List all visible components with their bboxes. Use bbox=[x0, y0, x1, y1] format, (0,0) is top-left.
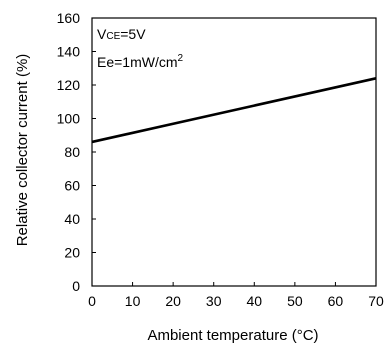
vce-value: =5V bbox=[120, 26, 146, 42]
y-axis-ticks: 0 20 40 60 80 100 120 140 160 bbox=[57, 10, 96, 294]
ee-text: Ee=1mW/cm bbox=[97, 54, 178, 70]
vce-annotation: VCE=5V bbox=[97, 26, 146, 42]
x-tick-label: 60 bbox=[328, 293, 344, 309]
x-axis-label: Ambient temperature (°C) bbox=[147, 327, 318, 344]
y-tick-label: 140 bbox=[57, 44, 81, 60]
y-tick-label: 80 bbox=[64, 144, 80, 160]
x-tick-label: 0 bbox=[88, 293, 96, 309]
x-tick-label: 10 bbox=[125, 293, 141, 309]
y-tick-label: 0 bbox=[72, 278, 80, 294]
x-tick-label: 70 bbox=[368, 293, 384, 309]
vce-main: V bbox=[97, 26, 107, 42]
x-axis-ticks: 0 10 20 30 40 50 60 70 bbox=[88, 282, 384, 309]
y-tick-label: 40 bbox=[64, 211, 80, 227]
ee-annotation: Ee=1mW/cm2 bbox=[97, 53, 184, 70]
vce-subscript: CE bbox=[106, 31, 120, 42]
y-tick-label: 160 bbox=[57, 10, 81, 26]
series-line bbox=[91, 77, 377, 144]
ee-superscript: 2 bbox=[178, 53, 184, 64]
y-tick-label: 120 bbox=[57, 77, 81, 93]
series-layer bbox=[91, 77, 377, 144]
x-tick-label: 50 bbox=[287, 293, 303, 309]
y-tick-label: 100 bbox=[57, 111, 81, 127]
x-tick-label: 40 bbox=[246, 293, 262, 309]
y-tick-label: 20 bbox=[64, 245, 80, 261]
y-tick-label: 60 bbox=[64, 178, 80, 194]
x-tick-label: 20 bbox=[165, 293, 181, 309]
y-axis-label: Relative collector current (%) bbox=[14, 54, 31, 247]
x-tick-label: 30 bbox=[206, 293, 222, 309]
